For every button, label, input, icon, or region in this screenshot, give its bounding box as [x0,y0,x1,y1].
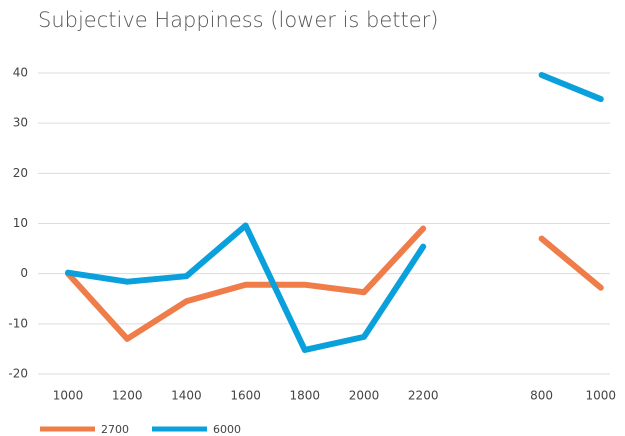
y-tick-label: 20 [13,166,28,180]
x-tick-label: 800 [530,389,553,403]
y-tick-label: -20 [8,367,28,381]
y-tick-label: 0 [20,266,28,280]
series-line [538,72,604,103]
series-line [65,222,427,353]
x-tick-label: 2200 [408,389,439,403]
x-tick-label: 1000 [586,389,617,403]
x-tick-label: 1600 [230,389,261,403]
legend-label: 2700 [101,423,129,436]
x-tick-label: 1400 [171,389,202,403]
series-line [65,225,427,342]
y-tick-label: -10 [8,316,28,330]
x-tick-label: 1800 [290,389,321,403]
chart-title: Subjective Happiness (lower is better) [38,8,439,32]
series-line [538,235,604,291]
x-tick-label: 1000 [53,389,84,403]
y-tick-label: 40 [13,66,28,80]
x-tick-label: 1200 [112,389,143,403]
y-tick-label: 10 [13,216,28,230]
x-tick-label: 2000 [349,389,380,403]
legend-label: 6000 [213,423,241,436]
y-tick-label: 30 [13,116,28,130]
